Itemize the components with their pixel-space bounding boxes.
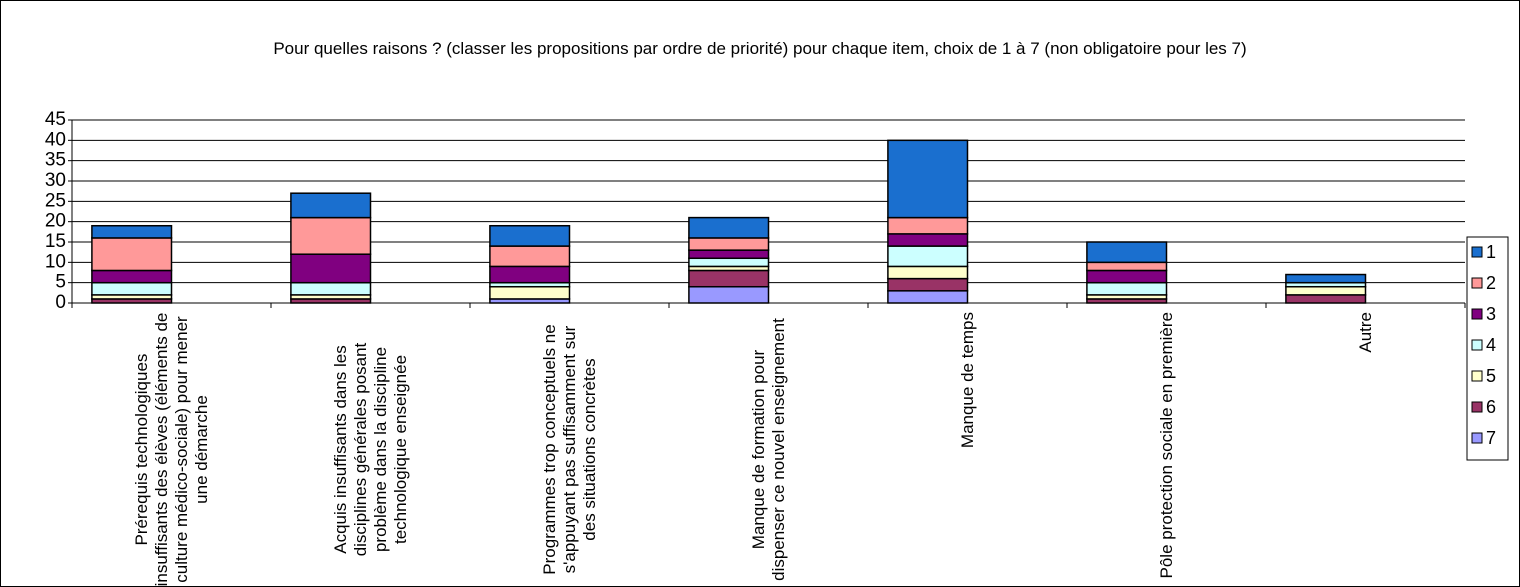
x-tick-label: Manque de temps	[957, 312, 977, 449]
bar-segment	[688, 269, 770, 288]
bar-segment	[290, 216, 372, 255]
x-tick-label: Manque de formation pour dispenser ce no…	[748, 318, 788, 581]
bar-segment	[489, 224, 571, 247]
legend-label: 3	[1486, 304, 1496, 324]
title-box: Pour quelles raisons ? (classer les prop…	[273, 39, 1247, 58]
bar-segment	[1285, 273, 1367, 284]
bar-segment	[887, 139, 969, 219]
chart-title: Pour quelles raisons ? (classer les prop…	[273, 39, 1247, 58]
legend-swatch	[1471, 277, 1483, 289]
legend-label: 6	[1486, 397, 1496, 417]
bar-segment	[688, 216, 770, 239]
bar-segment	[290, 281, 372, 296]
bar-segment	[290, 253, 372, 284]
legend-swatch	[1471, 432, 1483, 444]
bar-segment	[91, 269, 173, 284]
bar-segment	[91, 237, 173, 272]
bar-segment	[887, 245, 969, 268]
y-tick-label: 15	[45, 231, 66, 252]
legend-label: 7	[1486, 428, 1496, 448]
legend-swatch	[1471, 401, 1483, 413]
bar-segment	[1086, 269, 1168, 284]
bar-segment	[290, 192, 372, 219]
bar-segment	[1285, 294, 1367, 304]
bar-segment	[887, 290, 969, 304]
legend-swatch	[1471, 246, 1483, 258]
legend-swatch	[1471, 370, 1483, 382]
y-tick-label: 10	[45, 251, 66, 272]
x-tick-label: Autre	[1355, 312, 1375, 353]
x-tick-label: Acquis insuffisants dans les disciplines…	[330, 342, 410, 557]
legend-label: 2	[1486, 273, 1496, 293]
bar-segment	[489, 285, 571, 300]
bar-segment	[688, 237, 770, 251]
bar-segment	[688, 257, 770, 268]
bar-segment	[91, 224, 173, 239]
bar-segment	[887, 277, 969, 292]
bar-segment	[688, 285, 770, 304]
y-tick-label: 0	[55, 292, 66, 313]
y-tick-label: 30	[45, 170, 66, 191]
bar-segment	[688, 249, 770, 260]
legend-label: 1	[1486, 242, 1496, 262]
bar-segment	[887, 216, 969, 235]
legend-swatch	[1471, 339, 1483, 351]
bar-segment	[91, 281, 173, 296]
legend-swatch	[1471, 308, 1483, 320]
y-tick-label: 35	[45, 150, 66, 171]
y-tick-label: 40	[45, 129, 66, 150]
bar-segment	[887, 233, 969, 247]
bar-segment	[489, 265, 571, 284]
bar-segment	[1086, 241, 1168, 264]
legend-label: 5	[1486, 366, 1496, 386]
x-tick-label: Prérequis technologiques insuffisants de…	[131, 312, 211, 587]
bar-segment	[887, 265, 969, 280]
y-tick-label: 20	[45, 211, 66, 232]
y-tick-label: 45	[45, 109, 66, 130]
x-tick-label: Programmes trop conceptuels ne s'appuyan…	[539, 324, 599, 575]
bar-segment	[1086, 261, 1168, 272]
bar-segment	[489, 245, 571, 268]
y-tick-label: 25	[45, 190, 66, 211]
bar-segment	[1285, 285, 1367, 296]
y-tick-label: 5	[55, 272, 66, 293]
x-tick-label: Pôle protection sociale en première	[1156, 312, 1176, 579]
legend-label: 4	[1486, 335, 1496, 355]
bar-segment	[1086, 281, 1168, 296]
